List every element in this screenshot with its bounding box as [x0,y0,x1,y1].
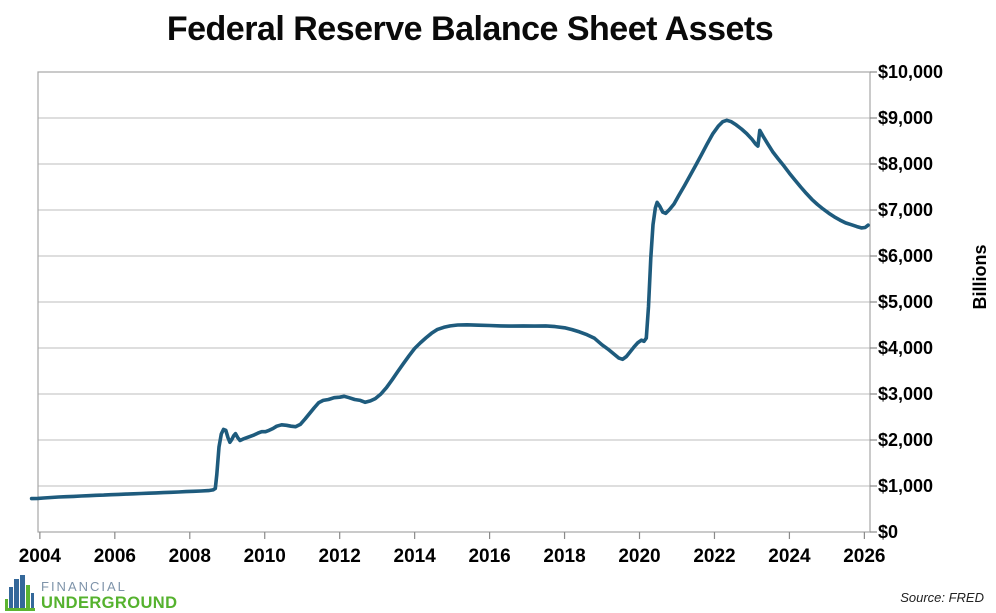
x-tick-label: 2024 [768,546,811,567]
logo-text-underground: UNDERGROUND [41,593,178,612]
source-note: Source: FRED [900,590,984,605]
x-tick-label: 2022 [693,546,735,567]
x-tick-label: 2006 [94,546,136,567]
x-tick-label: 2010 [244,546,286,567]
logo-text: FINANCIAL UNDERGROUND [41,580,177,612]
y-tick-label: $4,000 [878,338,933,358]
y-axis-title: Billions [970,244,990,309]
y-tick-label: $5,000 [878,292,933,312]
chart-title: Federal Reserve Balance Sheet Assets [166,10,774,48]
x-tick-label: 2014 [394,546,437,567]
y-tick-label: $7,000 [878,200,933,220]
y-tick-label: $3,000 [878,384,933,404]
data-line [29,118,870,501]
y-tick-label: $6,000 [878,246,933,266]
logo-text-financial: FINANCIAL [41,578,127,594]
y-tick-label: $9,000 [878,108,933,128]
y-tick-label: $0 [878,522,898,542]
x-tick-label: 2004 [19,546,62,567]
y-tick-label: $10,000 [878,62,943,82]
y-tick-label: $2,000 [878,430,933,450]
x-tick-label: 2020 [618,546,660,567]
y-tick-label: $1,000 [878,476,933,496]
x-tick-label: 2012 [319,546,361,567]
x-tick-label: 2018 [543,546,585,567]
financial-underground-logo: FINANCIAL UNDERGROUND [5,574,177,611]
x-tick-label: 2026 [843,546,885,567]
skyline-logo-icon [5,575,35,611]
y-tick-label: $8,000 [878,154,933,174]
x-tick-label: 2008 [169,546,211,567]
x-tick-label: 2016 [468,546,510,567]
